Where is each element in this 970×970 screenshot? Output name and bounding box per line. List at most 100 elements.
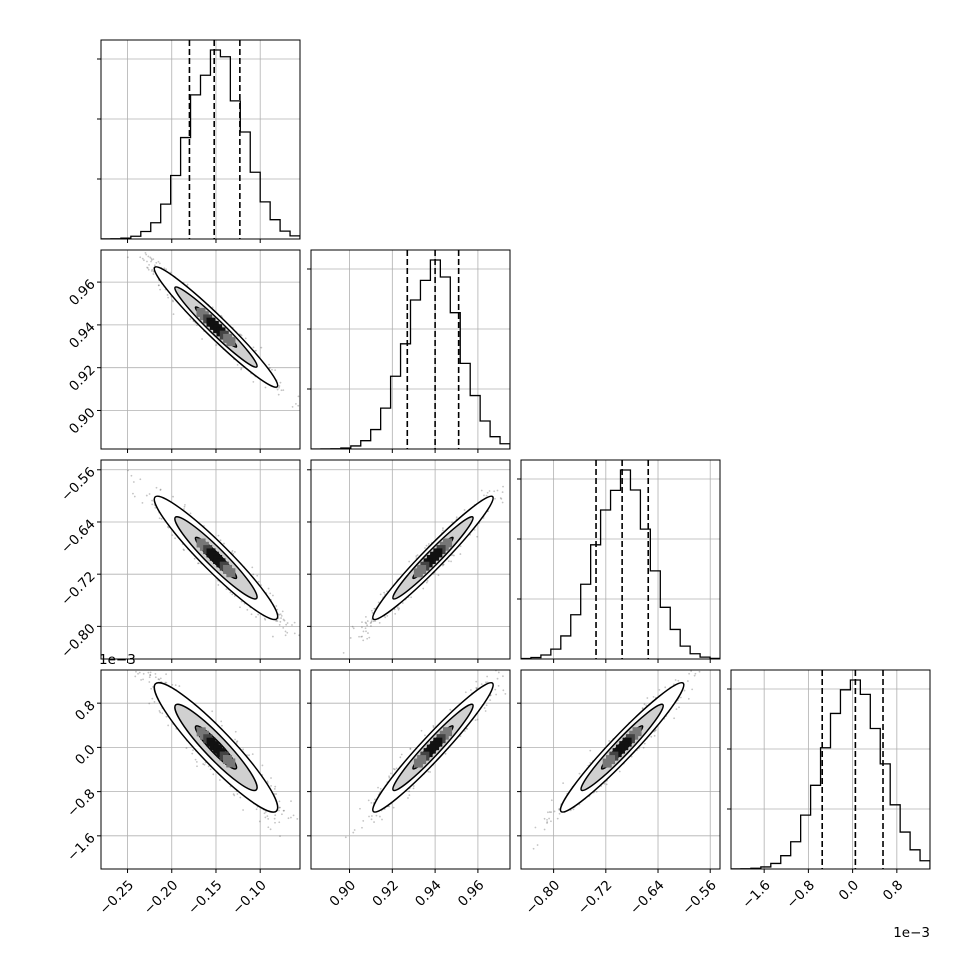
scatter-point [165,681,168,684]
scatter-point [260,346,263,349]
scatter-point [372,620,375,623]
panel-background [731,670,930,869]
scatter-point [395,767,398,770]
scatter-point [501,667,503,669]
density-cell [226,337,236,347]
panel-background [101,250,300,449]
scatter-point [148,263,150,266]
scatter-point [178,685,181,687]
scatter-point [558,807,561,810]
scatter-point [251,566,254,569]
scatter-point [688,672,691,675]
scatter-point [352,831,355,834]
scatter-point [252,346,255,349]
scatter-point [485,704,488,707]
scatter-point [275,605,278,607]
scatter-point [654,729,656,732]
scatter-point [373,821,375,823]
scatter-point [424,547,426,549]
scatter-point [171,299,174,302]
scatter-point [381,818,383,821]
x-tick-label: −0.64 [627,877,668,918]
scatter-point [280,389,283,392]
scatter-point [271,368,273,371]
scatter-point [371,612,374,614]
scatter-point [442,527,444,530]
scatter-point [166,294,169,296]
scatter-point [422,587,425,590]
scatter-point [279,835,281,838]
scatter-point [459,553,462,555]
scatter-point [158,710,161,712]
scatter-point [146,662,148,664]
scatter-point [287,817,290,820]
density-cell [413,568,423,578]
density-cell [602,758,612,768]
scatter-point [261,764,264,767]
scatter-point [157,284,160,287]
panel-content [101,40,300,239]
scatter-point [229,591,232,594]
scatter-point [489,699,492,702]
scatter-point [495,666,497,668]
scatter-point [152,686,154,688]
scatter-point [451,521,454,524]
scatter-point [517,654,519,656]
scatter-point [408,560,411,563]
scatter-point [278,385,281,387]
scatter-point [572,808,575,811]
x-tick-label: 0.8 [880,877,907,904]
scatter-point [158,262,161,265]
scatter-point [408,794,411,797]
scatter-point [282,627,285,629]
scatter-point [277,393,280,396]
y-tick-label: 0.92 [66,362,99,395]
scatter-point [275,619,277,622]
panel-content [521,460,720,659]
scatter-point [148,676,151,679]
scatter-point [407,797,409,799]
scatter-point [255,808,258,811]
scatter-point [194,758,197,761]
scatter-point [130,474,133,477]
x-tick-label: −0.20 [141,877,182,918]
scatter-point [276,388,279,391]
scatter-point [373,607,376,610]
scatter-point [151,697,154,700]
scatter-point [370,801,373,804]
scatter-point [149,256,152,259]
panel-background [311,460,510,659]
scatter-point [410,596,413,599]
scatter-point [145,253,148,256]
scatter-point [231,550,234,552]
scatter-point [267,587,270,590]
panel-frame [100,669,301,870]
scatter-point [266,780,269,783]
scatter-point [171,683,174,686]
scatter-point [147,267,149,269]
scatter-point [444,752,447,755]
scatter-point [388,776,391,779]
scatter-point [240,367,243,370]
scatter-point [502,485,504,488]
scatter-point [142,672,145,675]
histogram-3 [731,679,930,869]
scatter-point [142,259,145,262]
scatter-point [159,711,162,714]
scatter-point [219,539,222,542]
scatter-point [293,632,296,635]
panel-frame [310,249,511,450]
scatter-point [152,273,155,275]
scatter-point [424,734,426,737]
scatter-point [147,255,150,258]
scatter-point [364,627,367,630]
scatter-point [367,632,369,634]
scatter-point [151,503,154,506]
scatter-point [256,574,259,577]
density-cell [226,758,236,768]
panel-frame [520,459,721,660]
histogram-0 [101,49,300,239]
panel-frame [310,669,511,870]
y-tick-label: 0.0 [72,742,99,769]
x-offset-label: 1e−3 [893,925,930,941]
